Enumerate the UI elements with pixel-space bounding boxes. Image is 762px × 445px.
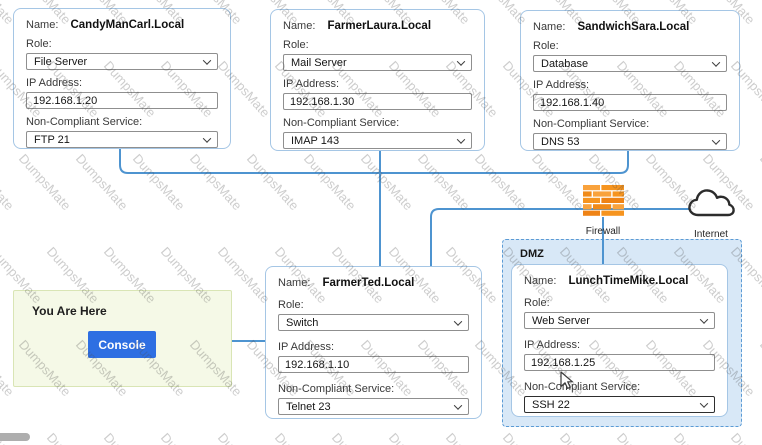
role-value: File Server: [34, 55, 88, 68]
role-value: Database: [541, 57, 589, 70]
role-select[interactable]: File Server: [26, 53, 218, 70]
chevron-down-icon: [711, 57, 721, 67]
service-value: DNS 53: [541, 135, 580, 148]
service-select[interactable]: IMAP 143: [283, 132, 472, 149]
ip-label: IP Address:: [26, 77, 83, 89]
mouse-cursor-icon: [560, 371, 573, 389]
node-name: FarmerLaura.Local: [327, 20, 432, 32]
you-are-here-label: You Are Here: [32, 304, 107, 318]
service-value: SSH 22: [532, 398, 570, 411]
console-button[interactable]: Console: [88, 331, 156, 358]
ip-input[interactable]: [533, 94, 727, 111]
ip-label: IP Address:: [278, 341, 335, 353]
ip-input[interactable]: [26, 92, 218, 109]
name-label: Name:: [533, 21, 566, 33]
role-label: Role:: [26, 38, 52, 50]
service-label: Non-Compliant Service:: [26, 116, 143, 128]
chevron-down-icon: [456, 56, 466, 66]
node-card-farmerlaura: Name: FarmerLaura.Local Role: Mail Serve…: [270, 9, 485, 151]
role-value: Switch: [286, 316, 319, 329]
name-label: Name:: [283, 20, 316, 32]
lan-bus-line: [119, 148, 629, 174]
ip-label: IP Address:: [524, 339, 581, 351]
role-value: Web Server: [532, 314, 590, 327]
service-value: IMAP 143: [291, 134, 340, 147]
name-label: Name:: [278, 277, 311, 289]
service-label: Non-Compliant Service:: [278, 383, 395, 395]
service-value: Telnet 23: [286, 400, 331, 413]
chevron-down-icon: [456, 134, 466, 144]
chevron-down-icon: [453, 316, 463, 326]
node-name: CandyManCarl.Local: [70, 19, 185, 31]
role-value: Mail Server: [291, 56, 347, 69]
node-card-lunchtimemike: Name: LunchTimeMike.Local Role: Web Serv…: [511, 264, 728, 417]
ip-label: IP Address:: [283, 78, 340, 90]
role-label: Role:: [524, 297, 550, 309]
firewall-label: Firewall: [585, 226, 621, 237]
node-card-farmerted: Name: FarmerTed.Local Role: Switch IP Ad…: [265, 266, 482, 419]
node-card-candymancarl: Name: CandyManCarl.Local Role: File Serv…: [13, 8, 231, 149]
ip-label: IP Address:: [533, 79, 590, 91]
chevron-down-icon: [202, 55, 212, 65]
service-label: Non-Compliant Service:: [524, 381, 641, 393]
role-label: Role:: [533, 40, 559, 52]
node-name: LunchTimeMike.Local: [568, 275, 689, 287]
firewall-node: Firewall: [579, 185, 627, 237]
you-are-here-panel: You Are Here Console: [13, 290, 232, 387]
chevron-down-icon: [202, 133, 212, 143]
node-name: SandwichSara.Local: [577, 21, 690, 33]
name-label: Name:: [524, 275, 557, 287]
node-card-sandwichsara: Name: SandwichSara.Local Role: Database …: [520, 10, 740, 151]
service-select[interactable]: DNS 53: [533, 133, 727, 150]
chevron-down-icon: [453, 400, 463, 410]
switch-to-firewall-internet-line: [430, 208, 692, 266]
role-select[interactable]: Switch: [278, 314, 469, 331]
dmz-zone: DMZ Name: LunchTimeMike.Local Role: Web …: [502, 239, 742, 427]
name-label: Name:: [26, 19, 59, 31]
internet-label: Internet: [694, 229, 728, 240]
ip-input[interactable]: [524, 354, 715, 371]
firewall-icon: [582, 185, 624, 216]
ip-input[interactable]: [283, 93, 472, 110]
role-label: Role:: [283, 39, 309, 51]
service-select[interactable]: FTP 21: [26, 131, 218, 148]
internet-node: Internet: [686, 186, 736, 240]
role-label: Role:: [278, 299, 304, 311]
chevron-down-icon: [711, 135, 721, 145]
service-label: Non-Compliant Service:: [533, 118, 650, 130]
service-select[interactable]: SSH 22: [524, 396, 715, 413]
service-value: FTP 21: [34, 133, 70, 146]
dmz-label: DMZ: [520, 248, 544, 260]
role-select[interactable]: Web Server: [524, 312, 715, 329]
ip-input[interactable]: [278, 356, 469, 373]
service-label: Non-Compliant Service:: [283, 117, 400, 129]
role-select[interactable]: Database: [533, 55, 727, 72]
gray-bar: [0, 433, 30, 441]
service-select[interactable]: Telnet 23: [278, 398, 469, 415]
cloud-icon: [688, 189, 735, 217]
role-select[interactable]: Mail Server: [283, 54, 472, 71]
node-name: FarmerTed.Local: [322, 277, 415, 289]
